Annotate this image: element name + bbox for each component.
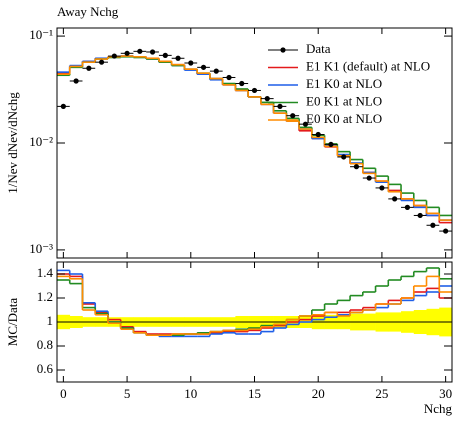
data-point <box>392 196 398 202</box>
data-point <box>302 121 309 127</box>
data-point <box>290 113 296 119</box>
data-point <box>86 65 92 71</box>
y-tick-label: 0.8 <box>37 337 53 352</box>
x-tick-label: 15 <box>248 386 261 401</box>
data-point <box>353 164 360 170</box>
data-point <box>226 74 232 81</box>
data-point <box>149 49 156 55</box>
data-point <box>188 60 194 66</box>
y-tick-label: 10⁻² <box>29 134 53 149</box>
legend-label: E1 K0 at NLO <box>306 76 382 91</box>
y-tick-label: 1 <box>47 313 54 328</box>
data-point <box>213 68 219 74</box>
x-tick-label: 20 <box>312 386 325 401</box>
y-tick-label: 0.6 <box>37 361 54 376</box>
x-tick-label: 5 <box>124 386 131 401</box>
ratio-y-axis-label: MC/Data <box>5 298 20 347</box>
data-point <box>443 228 449 234</box>
data-point <box>60 103 66 109</box>
data-point <box>175 55 181 61</box>
x-tick-label: 10 <box>184 386 197 401</box>
legend-label: E0 K1 at NLO <box>306 93 382 108</box>
x-tick-label: 0 <box>60 386 67 401</box>
data-point <box>251 87 258 94</box>
data-point <box>162 52 168 58</box>
data-point <box>200 64 207 70</box>
data-point <box>137 48 143 54</box>
y-tick-label: 1.2 <box>37 289 53 304</box>
y-axis-label: 1/Nev dNev/dNchg <box>5 92 20 194</box>
data-point <box>315 131 321 138</box>
x-tick-label: 25 <box>375 386 388 401</box>
x-axis-label: Nchg <box>424 401 453 416</box>
chart-title: Away Nchg <box>57 4 119 19</box>
legend-label: E0 K0 at NLO <box>306 111 382 126</box>
data-point <box>341 154 347 160</box>
data-point <box>277 103 283 109</box>
y-tick-label: 10⁻¹ <box>29 27 53 42</box>
data-point <box>124 50 130 56</box>
data-point <box>417 212 423 219</box>
data-point <box>98 59 105 65</box>
data-point <box>430 222 436 228</box>
y-tick-label: 10⁻³ <box>29 241 53 256</box>
data-point <box>328 141 334 148</box>
data-point <box>73 78 79 84</box>
legend-marker <box>280 47 286 53</box>
data-point <box>239 80 245 87</box>
y-tick-label: 1.4 <box>37 265 54 280</box>
legend-label: E1 K1 (default) at NLO <box>306 58 430 73</box>
data-point <box>379 185 385 191</box>
data-point <box>404 204 411 210</box>
data-point <box>264 96 270 102</box>
legend-label: Data <box>306 41 331 56</box>
data-point <box>111 53 117 59</box>
data-point <box>366 175 372 181</box>
x-tick-label: 30 <box>439 386 452 401</box>
